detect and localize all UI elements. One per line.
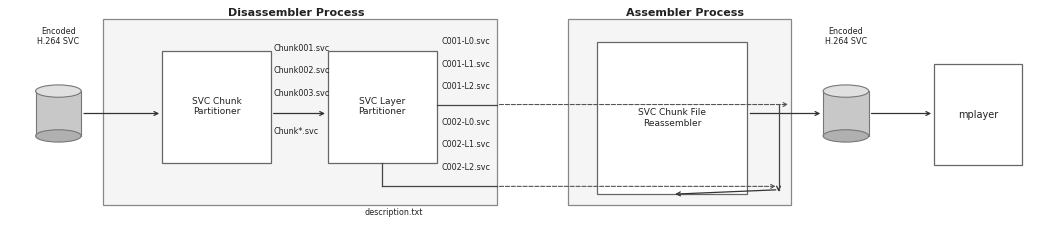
Text: C002-L2.svc: C002-L2.svc xyxy=(442,163,490,172)
Text: SVC Layer
Partitioner: SVC Layer Partitioner xyxy=(358,97,406,116)
Text: SVC Chunk File
Reassembler: SVC Chunk File Reassembler xyxy=(638,108,707,128)
Text: description.txt: description.txt xyxy=(364,208,423,217)
Ellipse shape xyxy=(35,130,81,142)
Text: SVC Chunk
Partitioner: SVC Chunk Partitioner xyxy=(191,97,241,116)
Text: Disassembler Process: Disassembler Process xyxy=(229,8,365,18)
Text: Chunk*.svc: Chunk*.svc xyxy=(274,127,319,136)
Text: Assembler Process: Assembler Process xyxy=(627,8,744,18)
Polygon shape xyxy=(823,91,869,136)
FancyBboxPatch shape xyxy=(327,51,436,163)
Ellipse shape xyxy=(823,130,869,142)
FancyBboxPatch shape xyxy=(934,64,1022,165)
Text: C002-L1.svc: C002-L1.svc xyxy=(442,140,490,149)
Text: C001-L1.svc: C001-L1.svc xyxy=(442,60,490,69)
Text: Chunk001.svc: Chunk001.svc xyxy=(274,44,330,53)
Text: Encoded
H.264 SVC: Encoded H.264 SVC xyxy=(37,27,79,46)
Text: C001-L2.svc: C001-L2.svc xyxy=(442,82,490,91)
FancyBboxPatch shape xyxy=(597,42,747,194)
Text: Encoded
H.264 SVC: Encoded H.264 SVC xyxy=(825,27,867,46)
Polygon shape xyxy=(35,91,81,136)
Text: Chunk003.svc: Chunk003.svc xyxy=(274,89,330,98)
Text: mplayer: mplayer xyxy=(958,110,998,120)
Ellipse shape xyxy=(35,85,81,97)
Text: C001-L0.svc: C001-L0.svc xyxy=(442,37,490,46)
Text: C002-L0.svc: C002-L0.svc xyxy=(442,118,490,127)
FancyBboxPatch shape xyxy=(162,51,271,163)
FancyBboxPatch shape xyxy=(103,19,497,205)
Ellipse shape xyxy=(823,85,869,97)
FancyBboxPatch shape xyxy=(568,19,791,205)
Text: Chunk002.svc: Chunk002.svc xyxy=(274,67,330,75)
